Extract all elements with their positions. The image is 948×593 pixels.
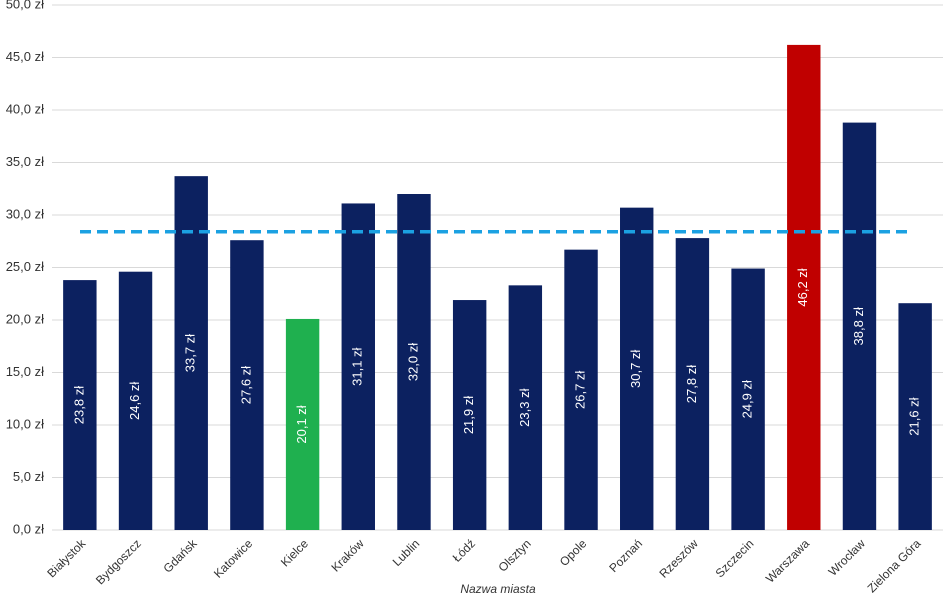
x-tick-label: Kraków — [328, 536, 366, 574]
bar — [675, 238, 710, 530]
bar — [620, 207, 654, 530]
x-tick-label: Kielce — [278, 536, 311, 569]
x-tick-label: Opole — [557, 536, 590, 569]
y-tick-label: 0,0 zł — [13, 521, 44, 536]
value-label: 21,6 zł — [907, 397, 922, 435]
value-label: 23,8 zł — [71, 386, 86, 424]
value-label: 21,9 zł — [461, 396, 476, 434]
x-tick-label: Warszawa — [763, 536, 812, 585]
value-label: 27,6 zł — [238, 366, 253, 404]
x-axis-title: Nazwa miasta — [460, 582, 536, 593]
value-label: 20,1 zł — [294, 405, 309, 443]
x-tick-label: Katowice — [211, 536, 256, 581]
y-tick-label: 15,0 zł — [6, 364, 44, 379]
y-tick-label: 20,0 zł — [6, 311, 44, 326]
bar — [285, 318, 320, 530]
y-tick-label: 30,0 zł — [6, 206, 44, 221]
value-label: 31,1 zł — [350, 347, 365, 385]
x-tick-label: Rzeszów — [656, 536, 701, 581]
bar — [174, 176, 208, 530]
value-label: 24,6 zł — [127, 382, 142, 420]
x-tick-label: Gdańsk — [160, 536, 200, 576]
x-tick-label: Wrocław — [826, 536, 869, 579]
bar — [63, 280, 97, 530]
y-tick-label: 50,0 zł — [6, 0, 44, 11]
bar — [898, 303, 932, 530]
x-tick-label: Lublin — [390, 536, 423, 569]
value-label: 23,3 zł — [517, 388, 532, 426]
bar — [118, 271, 153, 530]
x-tick-label: Bydgoszcz — [93, 536, 144, 587]
x-tick-label: Zielona Góra — [865, 536, 924, 593]
bar — [842, 122, 877, 530]
value-label: 27,8 zł — [684, 365, 699, 403]
x-tick-label: Szczecin — [713, 536, 757, 580]
bar — [341, 203, 375, 530]
x-tick-label: Białystok — [44, 536, 89, 581]
value-label: 32,0 zł — [405, 343, 420, 381]
x-tick-label: Poznań — [606, 536, 645, 575]
bar — [508, 285, 543, 530]
value-label: 33,7 zł — [183, 334, 198, 372]
y-tick-label: 35,0 zł — [6, 154, 44, 169]
y-tick-label: 40,0 zł — [6, 101, 44, 116]
x-tick-label: Olsztyn — [496, 536, 534, 574]
value-label: 30,7 zł — [628, 350, 643, 388]
value-label: 46,2 zł — [795, 268, 810, 306]
y-tick-label: 10,0 zł — [6, 416, 44, 431]
x-tick-label: Łódź — [450, 536, 478, 564]
bar — [230, 240, 264, 530]
bar — [731, 268, 765, 530]
value-label: 24,9 zł — [740, 380, 755, 418]
bar — [564, 249, 598, 530]
bar — [397, 194, 431, 530]
value-label: 38,8 zł — [851, 307, 866, 345]
value-label: 26,7 zł — [572, 371, 587, 409]
y-tick-label: 45,0 zł — [6, 49, 44, 64]
bar — [787, 44, 821, 531]
bar — [452, 300, 487, 530]
y-tick-label: 5,0 zł — [13, 469, 44, 484]
y-tick-label: 25,0 zł — [6, 259, 44, 274]
